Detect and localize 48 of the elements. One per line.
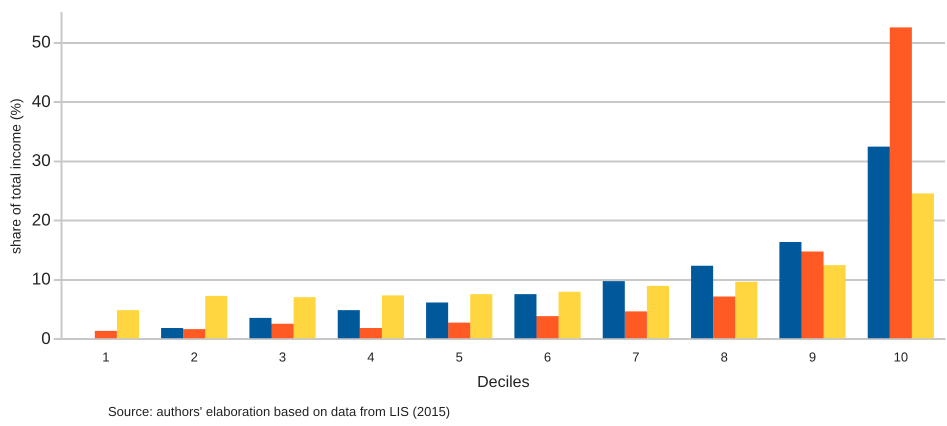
bar (713, 296, 736, 338)
bar (514, 294, 536, 338)
bar (205, 296, 228, 338)
bar (426, 302, 448, 338)
bar (470, 294, 492, 338)
bar (890, 27, 912, 338)
bar (912, 193, 934, 338)
bar (338, 310, 360, 338)
bar (646, 286, 669, 338)
bar (558, 292, 581, 338)
x-tick-label: 1 (102, 350, 110, 365)
bar (382, 295, 404, 338)
bar (183, 329, 206, 338)
x-tick-label: 9 (808, 350, 816, 365)
bar (779, 242, 802, 338)
x-tick-label: 6 (544, 350, 552, 365)
x-tick-label: 10 (894, 350, 908, 365)
y-tick-label: 10 (32, 270, 51, 289)
bar (94, 330, 117, 338)
y-tick-label: 40 (32, 92, 51, 111)
bar (161, 328, 184, 338)
bar (360, 328, 382, 338)
bar (624, 311, 647, 338)
x-tick-label: 3 (278, 350, 286, 365)
bar (271, 324, 294, 338)
bar (294, 297, 316, 338)
x-axis-title: Deciles (477, 374, 530, 391)
y-tick-label: 20 (32, 210, 51, 230)
x-tick-label: 4 (367, 350, 374, 365)
bar (691, 266, 714, 338)
bar (824, 265, 846, 338)
bar (735, 282, 758, 338)
y-tick-label: 50 (32, 32, 51, 52)
x-tick-label: 2 (190, 350, 198, 365)
bar (116, 310, 139, 338)
y-axis-title: share of total income (%) (7, 98, 24, 254)
bar (536, 316, 559, 338)
x-tick-label: 7 (632, 350, 640, 365)
x-tick-label: 5 (456, 350, 463, 365)
bar (448, 322, 470, 338)
bar (868, 146, 890, 338)
bar (801, 251, 824, 338)
y-tick-label: 30 (32, 151, 51, 170)
x-tick-label: 8 (720, 350, 728, 365)
source-note: Source: authors' elaboration based on data from LIS (2015) (108, 404, 450, 419)
y-tick-label: 0 (41, 328, 51, 348)
bar (602, 281, 625, 338)
bar (249, 318, 272, 338)
